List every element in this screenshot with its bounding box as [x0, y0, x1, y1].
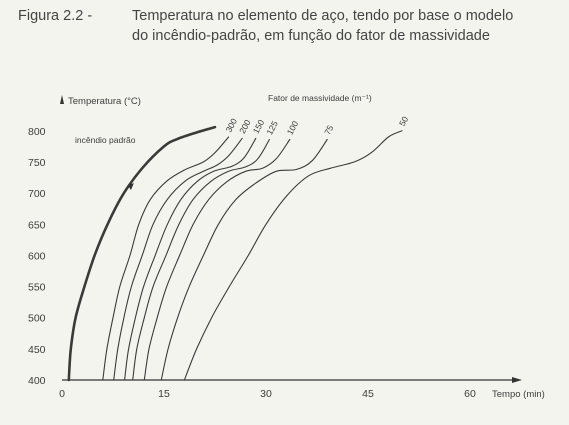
series-line-50 [183, 130, 403, 381]
series-label-200: 200 [237, 118, 253, 135]
series-group [67, 125, 403, 382]
caption-line-2: do incêndio-padrão, em função do fator d… [132, 28, 490, 44]
series-line-100 [143, 138, 291, 381]
x-axis-title: Tempo (min) [492, 389, 545, 400]
y-tick-label: 750 [28, 157, 46, 169]
series-arrow [127, 183, 134, 191]
y-tick-label: 550 [28, 282, 46, 294]
series-line-200 [113, 137, 243, 381]
y-tick-label: 600 [28, 250, 46, 262]
caption-text-1: Temperatura no elemento de aço, tendo po… [132, 8, 514, 24]
y-tick-label: 800 [28, 126, 46, 138]
series-line-125 [132, 138, 270, 381]
series-line-150 [124, 137, 257, 381]
x-tick-label: 15 [158, 388, 170, 400]
x-tick-label: 30 [260, 388, 272, 400]
axes: 400 450 500 550 600 650 700 750 800 0 15 30 45 60 Temp… [28, 93, 545, 400]
series-line-incendio-padrao [67, 125, 217, 382]
x-axis-arrow [512, 377, 522, 383]
x-tick-label: 60 [464, 388, 476, 400]
y-tick-label: 700 [28, 188, 46, 200]
y-tick-label: 650 [28, 219, 46, 231]
series-label-100: 100 [285, 119, 301, 136]
y-tick-label: 450 [28, 344, 46, 356]
legend-title: Fator de massividade (m⁻¹) [268, 93, 372, 103]
series-label-75: 75 [322, 123, 335, 136]
series-line-300 [102, 136, 230, 381]
x-tick-label: 0 [59, 388, 65, 400]
figure-caption: Figura 2.2 - Temperatura no elemento de a… [18, 6, 558, 46]
series-label-125: 125 [264, 119, 280, 136]
x-tick-label: 45 [362, 388, 374, 400]
series-label-incendio-padrao: incêndio padrão [75, 135, 136, 145]
series-label-50: 50 [397, 114, 410, 127]
y-tick-label: 400 [28, 375, 46, 387]
y-axis-arrow [60, 95, 64, 104]
caption-label: Figura 2.2 - [18, 8, 93, 24]
caption-line-1: Figura 2.2 - Temperatura no elemento de a… [18, 6, 558, 26]
series-line-75 [160, 138, 328, 381]
y-tick-label: 500 [28, 313, 46, 325]
y-axis-title: Temperatura (°C) [68, 96, 141, 107]
